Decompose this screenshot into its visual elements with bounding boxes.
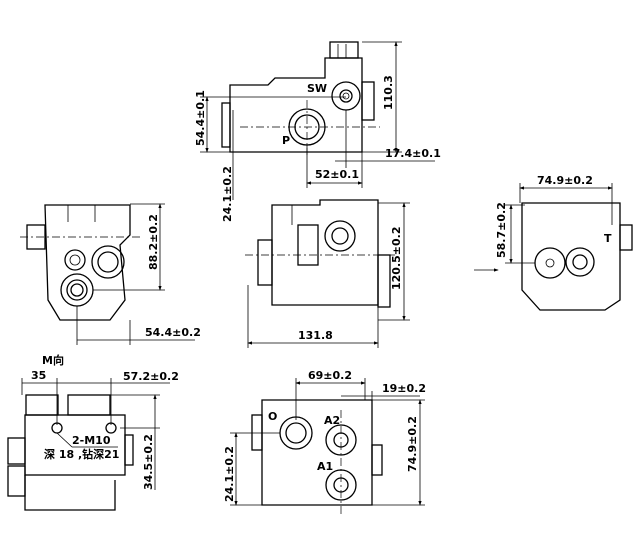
dim-58-7: 58.7±0.2 xyxy=(495,202,508,258)
dim-52: 52±0.1 xyxy=(315,168,359,181)
dim-34-5: 34.5±0.2 xyxy=(142,434,155,490)
dim-74-9-bottom: 74.9±0.2 xyxy=(406,416,419,472)
right-view: T 74.9±0.2 58.7±0.2 xyxy=(474,174,633,311)
dim-88-2: 88.2±0.2 xyxy=(147,214,160,270)
dim-24-1-bottom: 24.1±0.2 xyxy=(223,446,236,502)
top-view: SW P 110.3 54.4±0.1 24.1±0.2 17.4±0.1 52… xyxy=(194,41,441,222)
dim-17-4: 17.4±0.1 xyxy=(385,147,441,160)
left-view: 88.2±0.2 54.4±0.2 xyxy=(20,203,201,345)
front-view: 120.5±0.2 131.8 xyxy=(245,199,410,348)
dim-57-2: 57.2±0.2 xyxy=(123,370,179,383)
dim-54-4-left: 54.4±0.2 xyxy=(145,326,201,339)
dim-24-1-top: 24.1±0.2 xyxy=(221,166,234,222)
port-label-p: P xyxy=(282,134,290,147)
dim-110-3: 110.3 xyxy=(382,75,395,110)
bottom-view: O A2 A1 69±0.2 19±0.2 74.9±0.2 24.1±0.2 xyxy=(223,369,426,515)
dim-69: 69±0.2 xyxy=(308,369,352,382)
dim-120-5: 120.5±0.2 xyxy=(390,227,403,291)
port-label-o: O xyxy=(268,410,277,423)
dim-74-9-right: 74.9±0.2 xyxy=(537,174,593,187)
dim-35: 35 xyxy=(31,369,46,382)
depth-note: 深 18 ,钻深21 xyxy=(44,447,119,461)
view-m-title: M向 xyxy=(42,353,64,367)
port-label-a1: A1 xyxy=(317,460,333,473)
dim-54-4-top: 54.4±0.1 xyxy=(194,90,207,146)
dim-131-8: 131.8 xyxy=(298,329,333,342)
port-label-t: T xyxy=(604,232,612,245)
m-direction-view: M向 2-M10 深 18 ,钻深21 35 57.2±0.2 34.5±0.2 xyxy=(7,353,179,511)
port-label-a2: A2 xyxy=(324,414,340,427)
thread-note: 2-M10 xyxy=(72,434,111,447)
dim-19: 19±0.2 xyxy=(382,382,426,395)
port-label-sw: SW xyxy=(307,82,327,95)
